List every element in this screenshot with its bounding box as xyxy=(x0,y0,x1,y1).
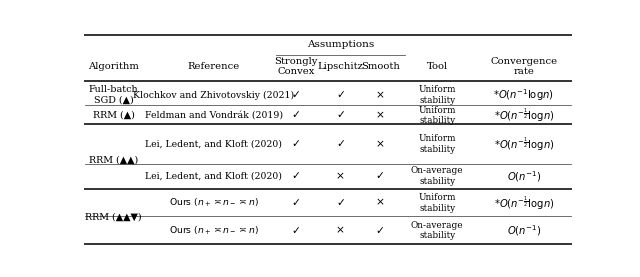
Text: Strongly
Convex: Strongly Convex xyxy=(274,57,317,76)
Text: ×: × xyxy=(376,139,385,149)
Text: ✓: ✓ xyxy=(336,110,345,120)
Text: Reference: Reference xyxy=(188,62,240,71)
Text: Lei, Ledent, and Kloft (2020): Lei, Ledent, and Kloft (2020) xyxy=(145,140,282,149)
Text: Algorithm: Algorithm xyxy=(88,62,139,71)
Text: Tool: Tool xyxy=(426,62,448,71)
Text: Lipschitz: Lipschitz xyxy=(317,62,364,71)
Text: ✓: ✓ xyxy=(291,90,300,100)
Text: ✓: ✓ xyxy=(336,139,345,149)
Text: $*O(n^{-1}\mathrm{log}n)$: $*O(n^{-1}\mathrm{log}n)$ xyxy=(493,87,554,103)
Text: Smooth: Smooth xyxy=(361,62,399,71)
Text: ✓: ✓ xyxy=(291,198,300,208)
Text: ×: × xyxy=(376,110,385,120)
Text: Uniform
stability: Uniform stability xyxy=(419,193,456,212)
Text: ✓: ✓ xyxy=(376,225,385,235)
Text: Uniform
stability: Uniform stability xyxy=(419,106,456,125)
Text: On-average
stability: On-average stability xyxy=(411,166,463,186)
Text: $O(n^{-1})$: $O(n^{-1})$ xyxy=(507,169,541,184)
Text: ✓: ✓ xyxy=(291,110,300,120)
Text: Klochkov and Zhivotovskiy (2021): Klochkov and Zhivotovskiy (2021) xyxy=(133,91,294,100)
Text: Feldman and Vondrák (2019): Feldman and Vondrák (2019) xyxy=(145,111,283,120)
Text: Lei, Ledent, and Kloft (2020): Lei, Ledent, and Kloft (2020) xyxy=(145,172,282,181)
Text: ×: × xyxy=(336,171,345,181)
Text: $*O(n^{-\frac{1}{2}}\mathrm{log}n)$: $*O(n^{-\frac{1}{2}}\mathrm{log}n)$ xyxy=(493,107,554,124)
Text: $O(n^{-1})$: $O(n^{-1})$ xyxy=(507,223,541,238)
Text: Uniform
stability: Uniform stability xyxy=(419,134,456,154)
Text: Uniform
stability: Uniform stability xyxy=(419,85,456,105)
Text: ✓: ✓ xyxy=(291,171,300,181)
Text: RRM (▲▲): RRM (▲▲) xyxy=(89,156,138,165)
Text: RRM (▲): RRM (▲) xyxy=(93,111,134,120)
Text: RRM (▲▲▼): RRM (▲▲▼) xyxy=(85,212,142,221)
Text: Ours $(n_+ \asymp n_- \asymp n)$: Ours $(n_+ \asymp n_- \asymp n)$ xyxy=(169,224,259,237)
Text: ✓: ✓ xyxy=(336,90,345,100)
Text: Ours $(n_+ \asymp n_- \asymp n)$: Ours $(n_+ \asymp n_- \asymp n)$ xyxy=(169,197,259,209)
Text: ×: × xyxy=(336,225,345,235)
Text: Full-batch
SGD (▲): Full-batch SGD (▲) xyxy=(89,85,138,105)
Text: $*O(n^{-\frac{1}{2}}\mathrm{log}n)$: $*O(n^{-\frac{1}{2}}\mathrm{log}n)$ xyxy=(493,135,554,153)
Text: $*O(n^{-\frac{1}{2}}\mathrm{log}n)$: $*O(n^{-\frac{1}{2}}\mathrm{log}n)$ xyxy=(493,194,554,212)
Text: ✓: ✓ xyxy=(376,171,385,181)
Text: ✓: ✓ xyxy=(336,198,345,208)
Text: On-average
stability: On-average stability xyxy=(411,221,463,240)
Text: ✓: ✓ xyxy=(291,225,300,235)
Text: ✓: ✓ xyxy=(291,139,300,149)
Text: ×: × xyxy=(376,90,385,100)
Text: Assumptions: Assumptions xyxy=(307,40,374,50)
Text: Convergence
rate: Convergence rate xyxy=(490,57,557,76)
Text: ×: × xyxy=(376,198,385,208)
